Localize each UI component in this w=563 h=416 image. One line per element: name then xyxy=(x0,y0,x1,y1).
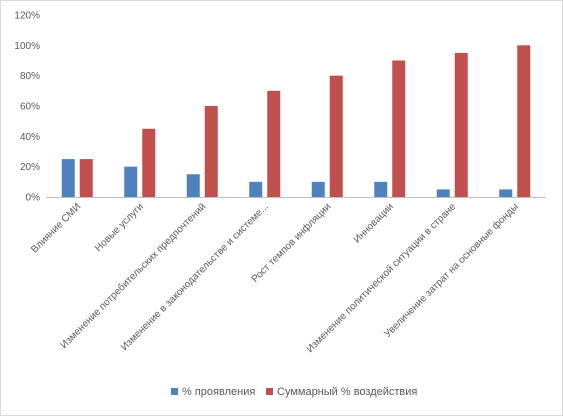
bar-manifestation-1 xyxy=(124,166,138,197)
bar-cumulative-5 xyxy=(392,60,406,197)
y-tick-label: 100% xyxy=(14,41,40,52)
legend-label-0: % проявления xyxy=(182,386,255,398)
x-category-label: Увеличение затрат на основные фонды xyxy=(382,201,521,340)
bar-cumulative-3 xyxy=(267,90,281,197)
bar-manifestation-5 xyxy=(374,181,388,197)
legend: % проявления Суммарный % воздействия xyxy=(171,386,417,398)
y-tick-label: 120% xyxy=(14,11,40,22)
x-category-label: Изменение в законодательстве и системе..… xyxy=(119,201,271,353)
bar-manifestation-3 xyxy=(249,181,263,197)
bar-manifestation-0 xyxy=(61,159,75,197)
bar-cumulative-7 xyxy=(517,45,531,198)
x-category-label: Влияние СМИ xyxy=(29,201,83,255)
bar-manifestation-6 xyxy=(436,189,450,197)
y-axis-tick-labels: 0% 20% 40% 60% 80% 100% 120% xyxy=(14,11,40,204)
x-category-label: Инновации xyxy=(352,201,396,245)
y-tick-label: 40% xyxy=(20,132,40,143)
bar-cumulative-0 xyxy=(79,159,93,197)
bar-cumulative-4 xyxy=(329,75,343,197)
bar-manifestation-4 xyxy=(311,181,325,197)
x-category-label: Изменение потребительских предпочтений xyxy=(58,201,208,351)
legend-swatch-1 xyxy=(266,388,273,395)
y-tick-label: 0% xyxy=(26,193,41,204)
bar-cumulative-6 xyxy=(454,52,468,197)
x-category-label: Новые услуги xyxy=(93,201,146,254)
legend-swatch-0 xyxy=(171,388,178,395)
bar-manifestation-2 xyxy=(186,174,200,197)
bars-group xyxy=(61,45,531,198)
bar-manifestation-7 xyxy=(499,189,513,197)
y-tick-label: 60% xyxy=(20,102,40,113)
legend-label-1: Суммарный % воздействия xyxy=(277,386,417,398)
bar-cumulative-2 xyxy=(204,106,218,197)
y-tick-label: 80% xyxy=(20,71,40,82)
bar-cumulative-1 xyxy=(142,128,156,197)
y-tick-label: 20% xyxy=(20,162,40,173)
